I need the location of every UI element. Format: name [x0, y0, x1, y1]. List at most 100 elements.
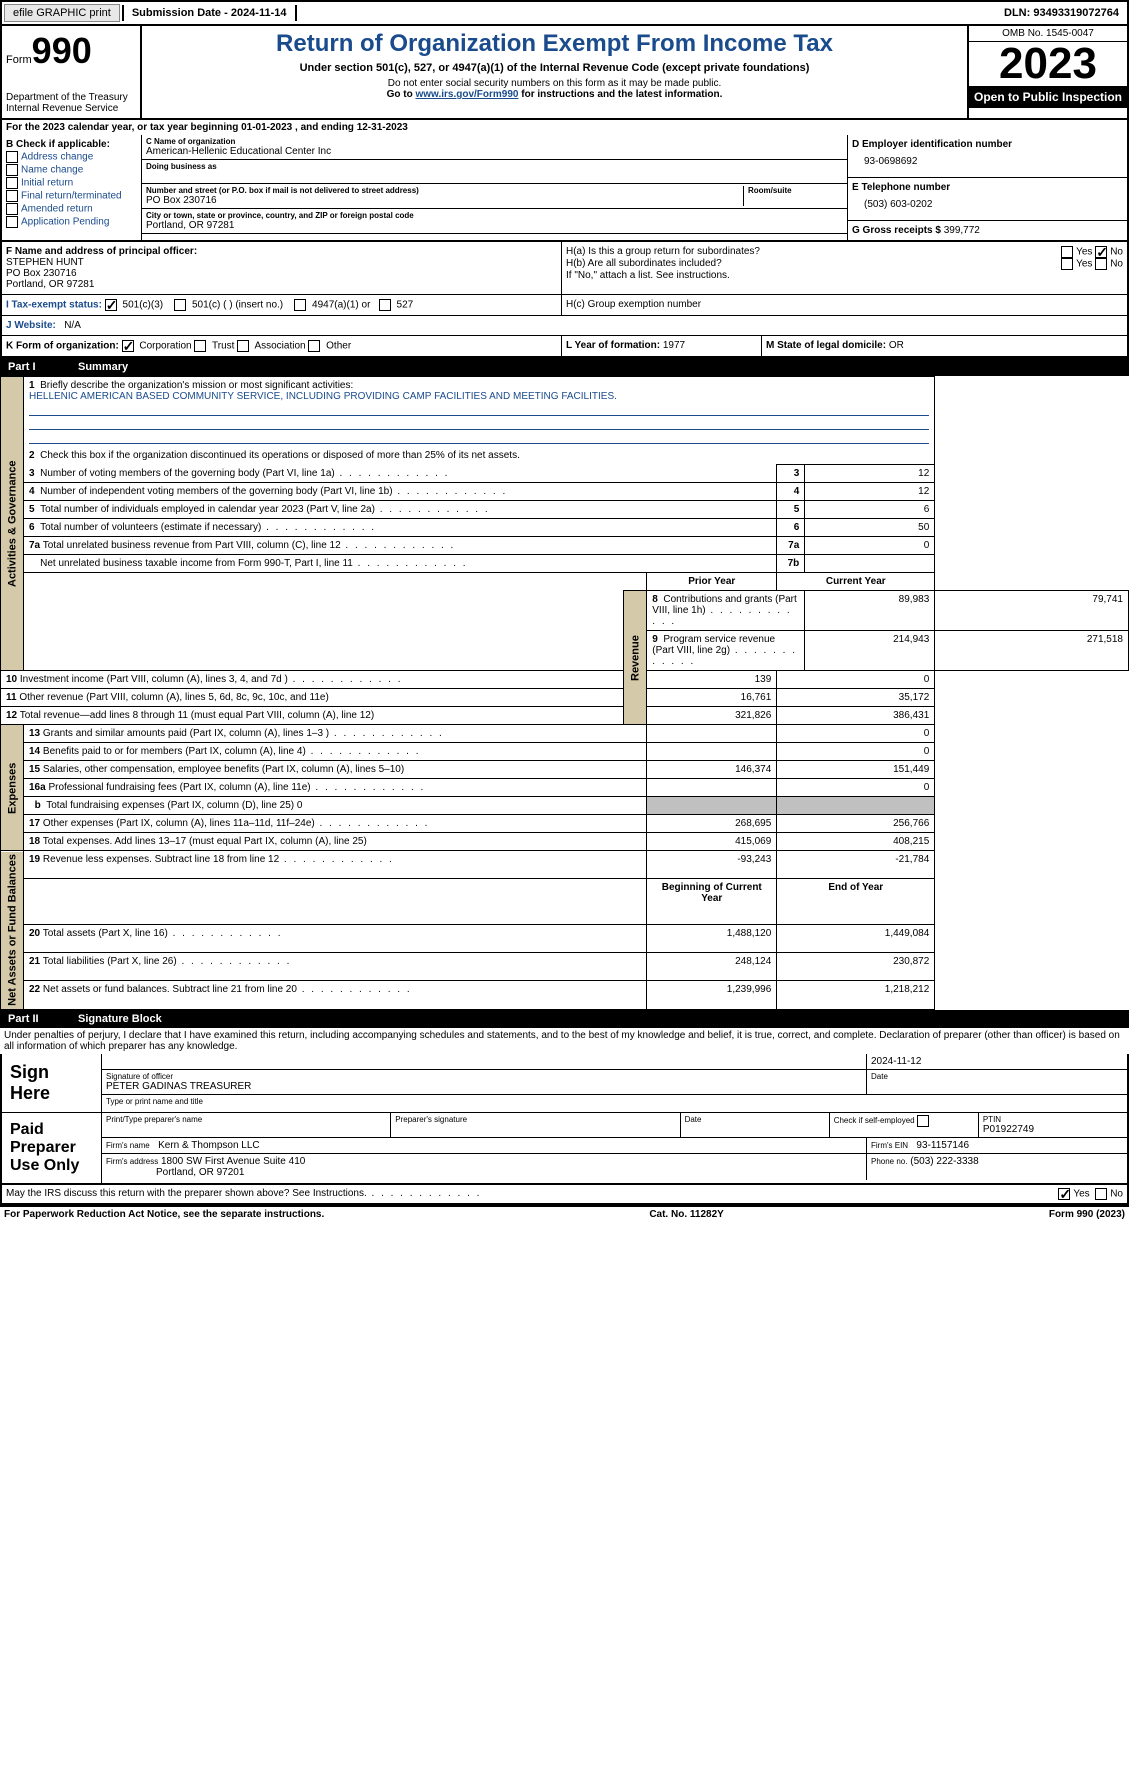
hb-yes[interactable]	[1061, 258, 1073, 270]
l13: Grants and similar amounts paid (Part IX…	[43, 728, 444, 739]
check-4947[interactable]	[294, 299, 306, 311]
addr-label: Number and street (or P.O. box if mail i…	[146, 186, 743, 195]
preparer-date-label: Date	[685, 1115, 825, 1124]
box-b-title: B Check if applicable:	[6, 139, 137, 150]
l21p: 248,124	[647, 953, 777, 981]
ein-label: D Employer identification number	[852, 139, 1123, 150]
check-501c3[interactable]	[105, 299, 117, 311]
l6v: 50	[805, 519, 935, 537]
l16b: Total fundraising expenses (Part IX, col…	[46, 800, 302, 811]
mission-text: HELLENIC AMERICAN BASED COMMUNITY SERVIC…	[29, 391, 617, 402]
l16a: Professional fundraising fees (Part IX, …	[48, 782, 425, 793]
line-a: For the 2023 calendar year, or tax year …	[0, 120, 1129, 135]
submission-date: Submission Date - 2024-11-14	[122, 5, 297, 21]
check-amended[interactable]: Amended return	[6, 203, 137, 215]
part1-header: Part ISummary	[0, 358, 1129, 376]
phone: (503) 603-0202	[852, 193, 1123, 216]
ein: 93-0698692	[852, 150, 1123, 173]
check-other[interactable]	[308, 340, 320, 352]
firm-addr1: 1800 SW First Avenue Suite 410	[161, 1156, 305, 1167]
self-employed-label: Check if self-employed	[834, 1116, 915, 1125]
l12p: 321,826	[647, 707, 777, 725]
officer-status-rows: F Name and address of principal officer:…	[0, 242, 1129, 358]
check-initial[interactable]: Initial return	[6, 177, 137, 189]
tax-year: 2023	[969, 42, 1127, 86]
check-corp[interactable]	[122, 340, 134, 352]
irs-link[interactable]: www.irs.gov/Form990	[415, 89, 518, 100]
col-end: End of Year	[777, 879, 935, 925]
check-527[interactable]	[379, 299, 391, 311]
officer-signer: PETER GADINAS TREASURER	[106, 1081, 862, 1092]
officer-name: STEPHEN HUNT	[6, 257, 557, 268]
ha-label: H(a) Is this a group return for subordin…	[566, 246, 760, 258]
l10: Investment income (Part VIII, column (A)…	[20, 674, 403, 685]
check-self-employed[interactable]	[917, 1115, 929, 1127]
check-trust[interactable]	[194, 340, 206, 352]
l10c: 0	[777, 671, 935, 689]
l1-label: Briefly describe the organization's miss…	[40, 380, 353, 391]
l17c: 256,766	[777, 815, 935, 833]
l4v: 12	[805, 483, 935, 501]
l21: Total liabilities (Part X, line 26)	[43, 956, 292, 967]
check-address-change[interactable]: Address change	[6, 151, 137, 163]
l18c: 408,215	[777, 833, 935, 851]
summary-table: Activities & Governance 1 Briefly descri…	[0, 376, 1129, 1010]
l7av: 0	[805, 537, 935, 555]
discuss-no[interactable]	[1095, 1188, 1107, 1200]
goto-suffix: for instructions and the latest informat…	[518, 89, 722, 100]
l22c: 1,218,212	[777, 981, 935, 1009]
l3v: 12	[805, 465, 935, 483]
year-formation: 1977	[663, 340, 685, 351]
col-prior: Prior Year	[647, 573, 777, 591]
l8c: 79,741	[935, 591, 1129, 631]
check-pending[interactable]: Application Pending	[6, 216, 137, 228]
preparer-name-label: Print/Type preparer's name	[106, 1115, 386, 1124]
check-assoc[interactable]	[237, 340, 249, 352]
top-bar: efile GRAPHIC print Submission Date - 20…	[0, 0, 1129, 24]
l20p: 1,488,120	[647, 924, 777, 952]
check-final[interactable]: Final return/terminated	[6, 190, 137, 202]
hc-label: H(c) Group exemption number	[562, 295, 1127, 315]
entity-info: B Check if applicable: Address change Na…	[0, 135, 1129, 242]
side-expenses: Expenses	[1, 725, 24, 851]
l16ap	[647, 779, 777, 797]
hb-no[interactable]	[1095, 258, 1107, 270]
l15p: 146,374	[647, 761, 777, 779]
l7bv	[805, 555, 935, 573]
check-name-change[interactable]: Name change	[6, 164, 137, 176]
year-formation-label: L Year of formation:	[566, 340, 660, 351]
firm-ein-label: Firm's EIN	[871, 1141, 908, 1150]
officer-addr2: Portland, OR 97281	[6, 279, 557, 290]
l15c: 151,449	[777, 761, 935, 779]
l22p: 1,239,996	[647, 981, 777, 1009]
l21c: 230,872	[777, 953, 935, 981]
phone-label: E Telephone number	[852, 182, 1123, 193]
discuss-yes[interactable]	[1058, 1188, 1070, 1200]
efile-print-button[interactable]: efile GRAPHIC print	[4, 4, 120, 22]
l18p: 415,069	[647, 833, 777, 851]
gross-receipts-label: G Gross receipts $	[852, 225, 941, 236]
firm-ein: 93-1157146	[916, 1140, 969, 1151]
form-number: Form990	[6, 30, 136, 72]
l10p: 139	[647, 671, 777, 689]
form-header: Form990 Department of the Treasury Inter…	[0, 24, 1129, 120]
officer-label: F Name and address of principal officer:	[6, 246, 557, 257]
l5: Total number of individuals employed in …	[40, 504, 490, 515]
l17: Other expenses (Part IX, column (A), lin…	[43, 818, 430, 829]
l9c: 271,518	[935, 631, 1129, 671]
l15: Salaries, other compensation, employee b…	[43, 764, 404, 775]
side-revenue: Revenue	[624, 591, 647, 725]
col-current: Current Year	[777, 573, 935, 591]
dept-treasury: Department of the Treasury Internal Reve…	[6, 92, 136, 114]
side-governance: Activities & Governance	[1, 377, 24, 671]
check-501c[interactable]	[174, 299, 186, 311]
ha-yes[interactable]	[1061, 246, 1073, 258]
ha-no[interactable]	[1095, 246, 1107, 258]
street-address: PO Box 230716	[146, 195, 743, 206]
type-name-label: Type or print name and title	[102, 1095, 1127, 1108]
l17p: 268,695	[647, 815, 777, 833]
l7b: Net unrelated business taxable income fr…	[40, 558, 467, 569]
l19c: -21,784	[777, 851, 935, 879]
l19: Revenue less expenses. Subtract line 18 …	[43, 854, 394, 865]
room-label: Room/suite	[748, 186, 843, 195]
